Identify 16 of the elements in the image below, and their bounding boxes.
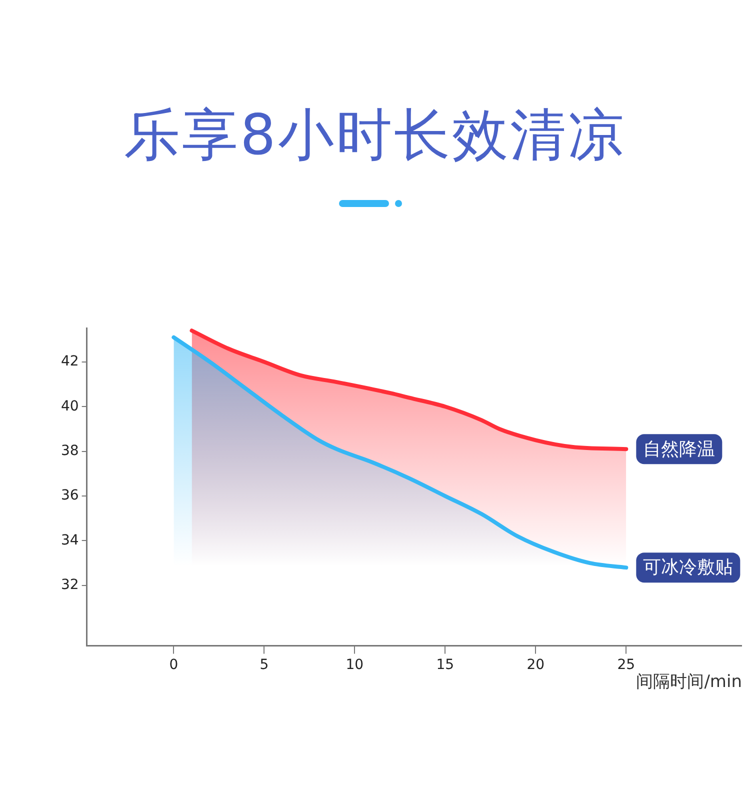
- x-tick-label: 0: [169, 656, 178, 673]
- x-tick-label: 5: [260, 656, 269, 673]
- y-tick-label: 38: [60, 442, 79, 459]
- series-label: 自然降温: [643, 438, 716, 460]
- x-tick-label: 10: [346, 656, 364, 673]
- y-tick-label: 42: [60, 354, 79, 370]
- chart-title: 乐享8小时长效清凉: [123, 102, 627, 170]
- y-tick-label: 36: [60, 488, 79, 504]
- series-label: 可冰冷敷贴: [643, 557, 734, 578]
- x-tick-label: 25: [617, 656, 636, 673]
- y-tick-label: 40: [60, 398, 79, 414]
- y-tick-label: 34: [60, 532, 79, 548]
- x-tick-label: 15: [436, 656, 454, 673]
- x-axis-title: 间隔时间/min: [636, 672, 742, 692]
- y-tick-label: 32: [60, 577, 79, 594]
- x-tick-label: 20: [526, 656, 545, 673]
